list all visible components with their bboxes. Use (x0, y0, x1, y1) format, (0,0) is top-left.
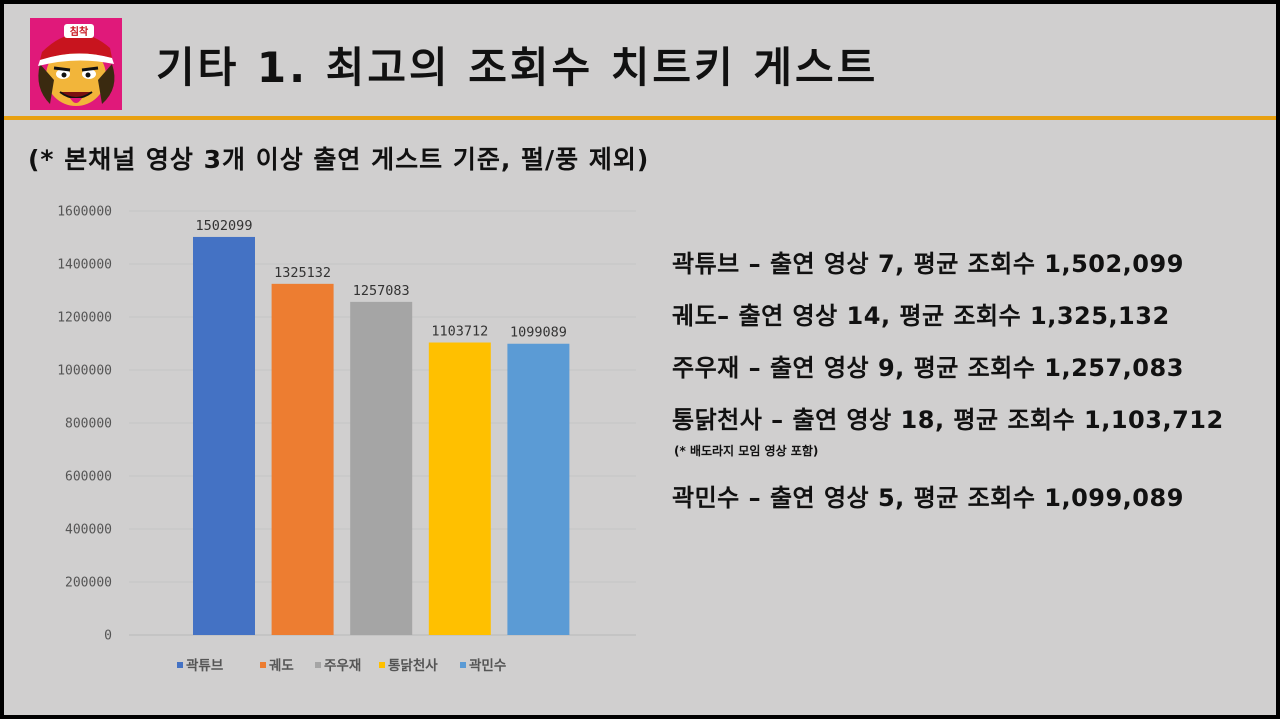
bar-5 (507, 343, 570, 635)
stat-line-2: 궤도– 출연 영상 14, 평균 조회수 1,325,132 (672, 302, 1170, 330)
data-label-2: 1325132 (274, 265, 331, 281)
chart-data-labels: 1502099 1325132 1257083 1103712 1099089 (196, 218, 567, 341)
legend-label-5: 곽민수 (469, 657, 506, 674)
chart-bars (193, 236, 570, 635)
legend-swatch-1 (177, 662, 183, 668)
bar-2 (271, 283, 334, 635)
legend-label-4: 통닭천사 (388, 658, 438, 674)
stat-line-1: 곽튜브 – 출연 영상 7, 평균 조회수 1,502,099 (672, 250, 1184, 278)
logo-text: 침착 (70, 25, 89, 38)
legend-swatch-3 (315, 662, 321, 668)
legend-label-1: 곽튜브 (186, 657, 224, 674)
y-tick-label: 400000 (65, 523, 112, 538)
bar-chart: 0 200000 400000 600000 800000 1000000 1200000 1… (57, 205, 636, 674)
stat-line-5: 곽민수 – 출연 영상 5, 평균 조회수 1,099,089 (672, 484, 1184, 512)
y-tick-label: 1600000 (57, 205, 112, 220)
data-label-4: 1103712 (431, 324, 488, 340)
mascot-logo: 침착 (30, 18, 122, 110)
legend-swatch-4 (379, 662, 385, 668)
bar-1 (193, 236, 255, 635)
page-subtitle: (* 본채널 영상 3개 이상 출연 게스트 기준, 펄/풍 제외) (28, 145, 650, 174)
data-label-3: 1257083 (353, 283, 410, 299)
page-title: 기타 1. 최고의 조회수 치트키 게스트 (156, 43, 879, 92)
stat-line-3: 주우재 – 출연 영상 9, 평균 조회수 1,257,083 (672, 354, 1184, 382)
chart-legend: 곽튜브 궤도 주우재 통닭천사 곽민수 (177, 657, 506, 674)
legend-swatch-5 (460, 662, 466, 668)
y-tick-label: 0 (104, 629, 112, 644)
slide: 침착 기타 1. 최고의 조회수 치트키 게스트 (* 본채널 영상 3개 이상… (4, 4, 1276, 715)
y-axis-ticks: 0 200000 400000 600000 800000 1000000 1200000 1… (57, 205, 112, 644)
y-tick-label: 600000 (65, 470, 112, 485)
legend-label-2: 궤도 (269, 658, 294, 674)
y-tick-label: 1200000 (57, 311, 112, 326)
legend-label-3: 주우재 (324, 658, 361, 674)
bar-3 (350, 301, 413, 635)
y-tick-label: 800000 (65, 417, 112, 432)
stat-note: (* 배도라지 모임 영상 포함) (674, 444, 819, 458)
title-divider (4, 116, 1276, 120)
data-label-5: 1099089 (510, 325, 567, 341)
y-tick-label: 1400000 (57, 258, 112, 273)
y-tick-label: 200000 (65, 576, 112, 591)
bar-4 (428, 342, 491, 635)
data-label-1: 1502099 (196, 218, 253, 234)
legend-swatch-2 (260, 662, 266, 668)
y-tick-label: 1000000 (57, 364, 112, 379)
stat-line-4: 통닭천사 – 출연 영상 18, 평균 조회수 1,103,712 (672, 406, 1224, 434)
